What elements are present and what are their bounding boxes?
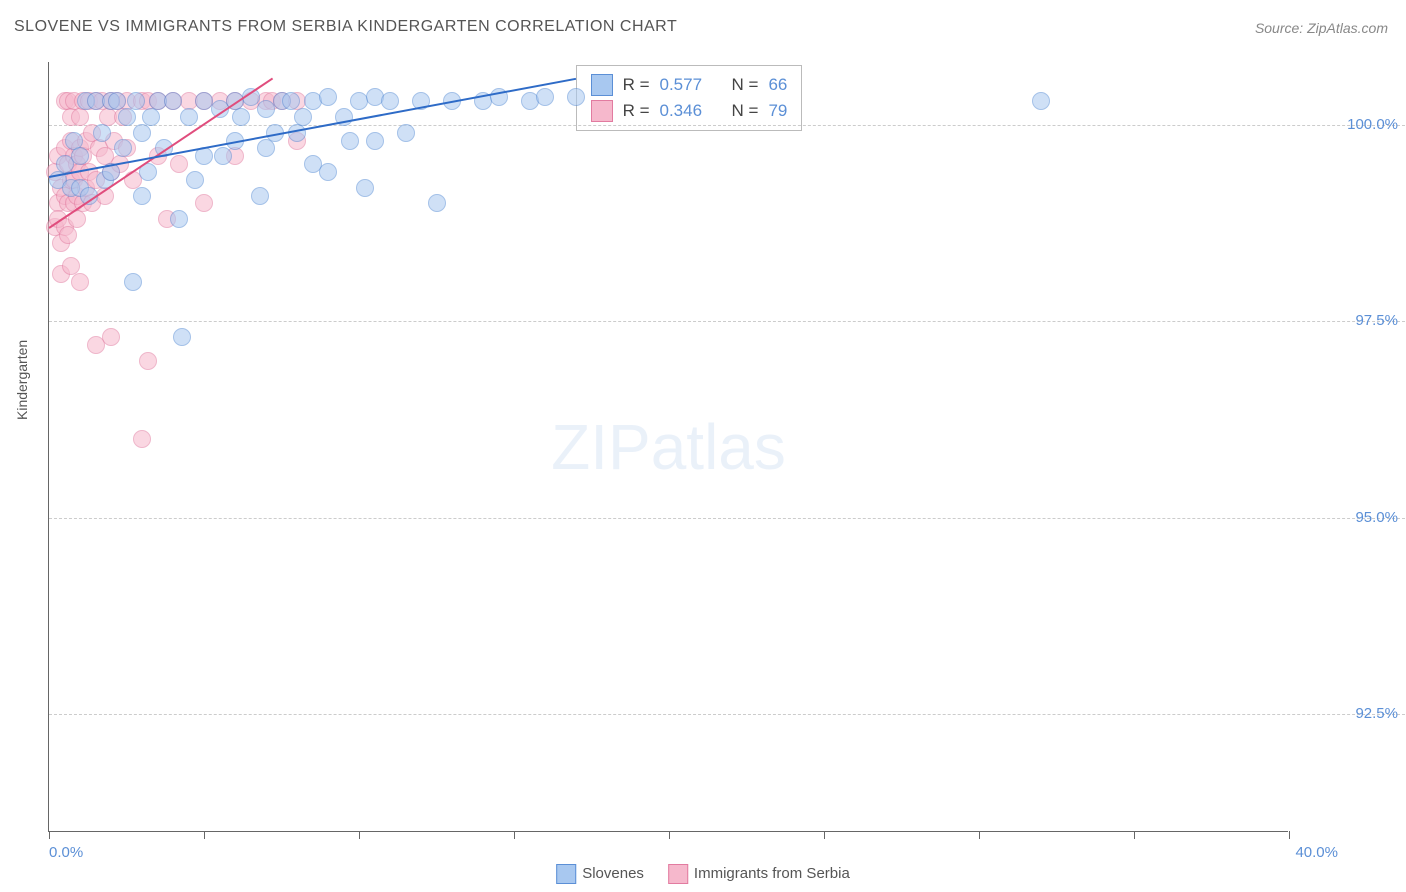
x-max-label: 40.0% <box>1295 844 1338 861</box>
marker-blue <box>71 147 89 165</box>
scatter-plot: ZIPatlas R = 0.577 N = 66R = 0.346 N = 7… <box>48 62 1288 832</box>
x-tick <box>204 831 205 839</box>
swatch-pink <box>591 100 613 122</box>
marker-blue <box>186 171 204 189</box>
marker-blue <box>366 132 384 150</box>
legend-label: Slovenes <box>582 865 644 882</box>
legend-item-pink: Immigrants from Serbia <box>668 864 850 884</box>
marker-blue <box>319 163 337 181</box>
x-tick <box>359 831 360 839</box>
marker-blue <box>1032 92 1050 110</box>
marker-blue <box>381 92 399 110</box>
marker-blue <box>127 92 145 110</box>
x-tick <box>49 831 50 839</box>
marker-blue <box>356 179 374 197</box>
y-tick-label: 100.0% <box>1318 116 1398 133</box>
marker-blue <box>282 92 300 110</box>
x-tick <box>824 831 825 839</box>
gridline-h <box>49 714 1405 715</box>
marker-pink <box>71 108 89 126</box>
bottom-legend: Slovenes Immigrants from Serbia <box>556 864 850 884</box>
source-label: Source: ZipAtlas.com <box>1255 20 1388 36</box>
y-tick-label: 97.5% <box>1318 312 1398 329</box>
marker-blue <box>251 187 269 205</box>
marker-pink <box>133 430 151 448</box>
marker-pink <box>102 328 120 346</box>
y-tick-label: 95.0% <box>1318 509 1398 526</box>
marker-blue <box>341 132 359 150</box>
marker-blue <box>142 108 160 126</box>
marker-pink <box>170 155 188 173</box>
marker-blue <box>319 88 337 106</box>
marker-blue <box>124 273 142 291</box>
marker-blue <box>536 88 554 106</box>
chart-title: SLOVENE VS IMMIGRANTS FROM SERBIA KINDER… <box>14 18 677 36</box>
watermark: ZIPatlas <box>551 410 786 484</box>
legend-label: Immigrants from Serbia <box>694 865 850 882</box>
gridline-h <box>49 321 1405 322</box>
marker-pink <box>139 352 157 370</box>
stats-row-pink: R = 0.346 N = 79 <box>591 98 788 124</box>
marker-blue <box>164 92 182 110</box>
marker-pink <box>195 194 213 212</box>
x-tick <box>979 831 980 839</box>
stats-legend-box: R = 0.577 N = 66R = 0.346 N = 79 <box>576 65 803 131</box>
gridline-h <box>49 125 1405 126</box>
marker-blue <box>257 139 275 157</box>
y-axis-label: Kindergarten <box>14 340 30 420</box>
x-min-label: 0.0% <box>49 844 83 861</box>
marker-blue <box>567 88 585 106</box>
y-tick-label: 92.5% <box>1318 705 1398 722</box>
marker-blue <box>114 139 132 157</box>
marker-blue <box>428 194 446 212</box>
swatch-blue <box>556 864 576 884</box>
swatch-blue <box>591 74 613 96</box>
stats-row-blue: R = 0.577 N = 66 <box>591 72 788 98</box>
x-tick <box>1289 831 1290 839</box>
marker-pink <box>59 226 77 244</box>
x-tick <box>669 831 670 839</box>
gridline-h <box>49 518 1405 519</box>
marker-blue <box>93 124 111 142</box>
marker-blue <box>133 187 151 205</box>
marker-blue <box>133 124 151 142</box>
marker-blue <box>180 108 198 126</box>
marker-pink <box>71 273 89 291</box>
x-tick <box>514 831 515 839</box>
swatch-pink <box>668 864 688 884</box>
legend-item-blue: Slovenes <box>556 864 644 884</box>
marker-blue <box>214 147 232 165</box>
marker-blue <box>170 210 188 228</box>
marker-blue <box>397 124 415 142</box>
x-tick <box>1134 831 1135 839</box>
marker-blue <box>118 108 136 126</box>
marker-blue <box>232 108 250 126</box>
marker-blue <box>294 108 312 126</box>
marker-blue <box>173 328 191 346</box>
